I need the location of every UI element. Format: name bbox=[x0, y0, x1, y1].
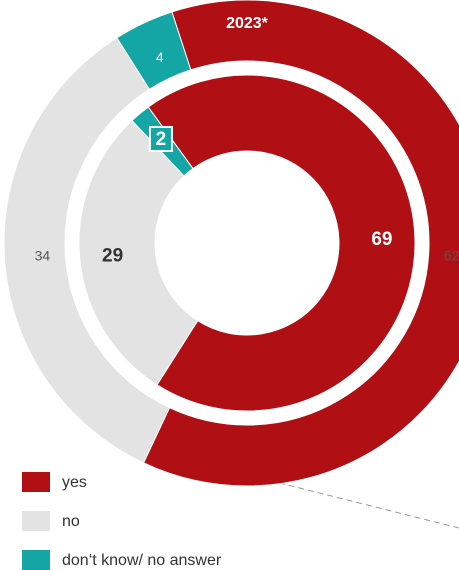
donut-segment bbox=[78, 119, 199, 386]
data-label: 62 bbox=[444, 248, 459, 264]
data-label: 2 bbox=[156, 129, 167, 150]
legend-swatch bbox=[22, 511, 50, 531]
legend-swatch bbox=[22, 472, 50, 492]
legend-label: no bbox=[62, 513, 80, 530]
donut-segment bbox=[116, 11, 192, 91]
legend-swatch bbox=[22, 550, 50, 570]
legend-label: yes bbox=[62, 474, 87, 491]
donut-segment bbox=[147, 74, 416, 412]
legend-label: don‘t know/ no answer bbox=[62, 552, 222, 569]
data-label: 29 bbox=[102, 246, 123, 267]
data-label: 69 bbox=[371, 229, 392, 250]
data-label: 4 bbox=[156, 49, 164, 65]
donut-segment bbox=[3, 37, 171, 464]
donut-segment bbox=[142, 0, 459, 487]
label-box bbox=[148, 125, 173, 152]
data-label: 34 bbox=[35, 248, 51, 264]
ring-label: 2023* bbox=[226, 15, 269, 32]
